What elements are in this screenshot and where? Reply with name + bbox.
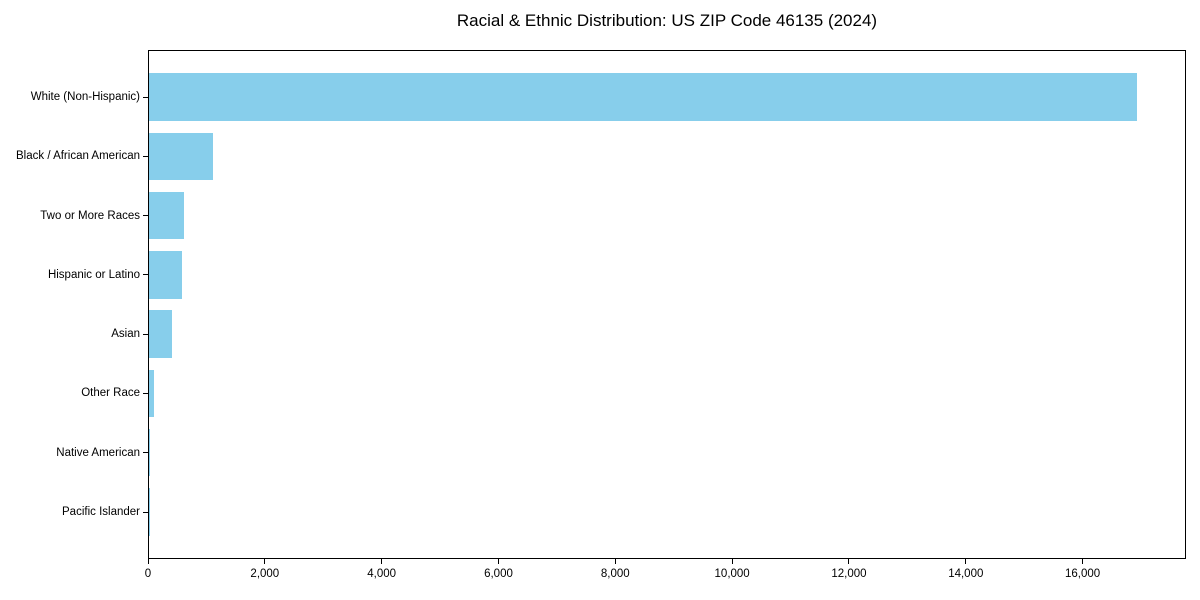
y-tick-mark xyxy=(143,392,148,394)
x-tick-mark xyxy=(1082,559,1084,564)
x-tick-mark xyxy=(147,559,149,564)
y-tick-label: Asian xyxy=(111,328,140,341)
x-tick-label: 12,000 xyxy=(831,568,867,580)
x-tick-mark xyxy=(614,559,616,564)
bar xyxy=(149,369,155,418)
plot-area xyxy=(148,50,1186,559)
x-tick-mark xyxy=(264,559,266,564)
chart-title: Racial & Ethnic Distribution: US ZIP Cod… xyxy=(456,11,878,30)
y-tick-label: Hispanic or Latino xyxy=(47,268,140,281)
y-tick-label: Other Race xyxy=(81,387,140,400)
x-tick-label: 2,000 xyxy=(250,568,280,580)
y-tick-mark xyxy=(143,155,148,157)
x-tick-mark xyxy=(965,559,967,564)
y-tick-mark xyxy=(143,333,148,335)
bar xyxy=(149,191,185,240)
y-tick-mark xyxy=(143,96,148,98)
x-tick-mark xyxy=(731,559,733,564)
x-tick-label: 8,000 xyxy=(600,568,630,580)
y-tick-mark xyxy=(143,511,148,513)
bar xyxy=(149,73,1138,121)
x-tick-label: 6,000 xyxy=(484,568,513,580)
x-tick-label: 10,000 xyxy=(714,568,750,580)
bar xyxy=(149,132,214,180)
bar xyxy=(149,429,151,477)
x-tick-label: 4,000 xyxy=(367,568,397,580)
x-tick-mark xyxy=(497,559,499,564)
x-tick-mark xyxy=(381,559,383,564)
x-tick-label: 0 xyxy=(144,568,152,580)
y-tick-label: Two or More Races xyxy=(40,209,140,222)
bar xyxy=(149,251,183,299)
bar xyxy=(149,310,172,358)
y-tick-label: White (Non-Hispanic) xyxy=(30,91,140,103)
y-tick-label: Black / African American xyxy=(16,150,140,163)
y-tick-label: Native American xyxy=(56,446,140,459)
y-tick-mark xyxy=(143,452,148,454)
x-tick-label: 14,000 xyxy=(948,568,984,580)
y-tick-label: Pacific Islander xyxy=(62,506,140,518)
y-tick-mark xyxy=(143,274,148,276)
y-tick-mark xyxy=(143,215,148,217)
x-tick-label: 16,000 xyxy=(1065,568,1101,580)
x-tick-mark xyxy=(848,559,850,564)
